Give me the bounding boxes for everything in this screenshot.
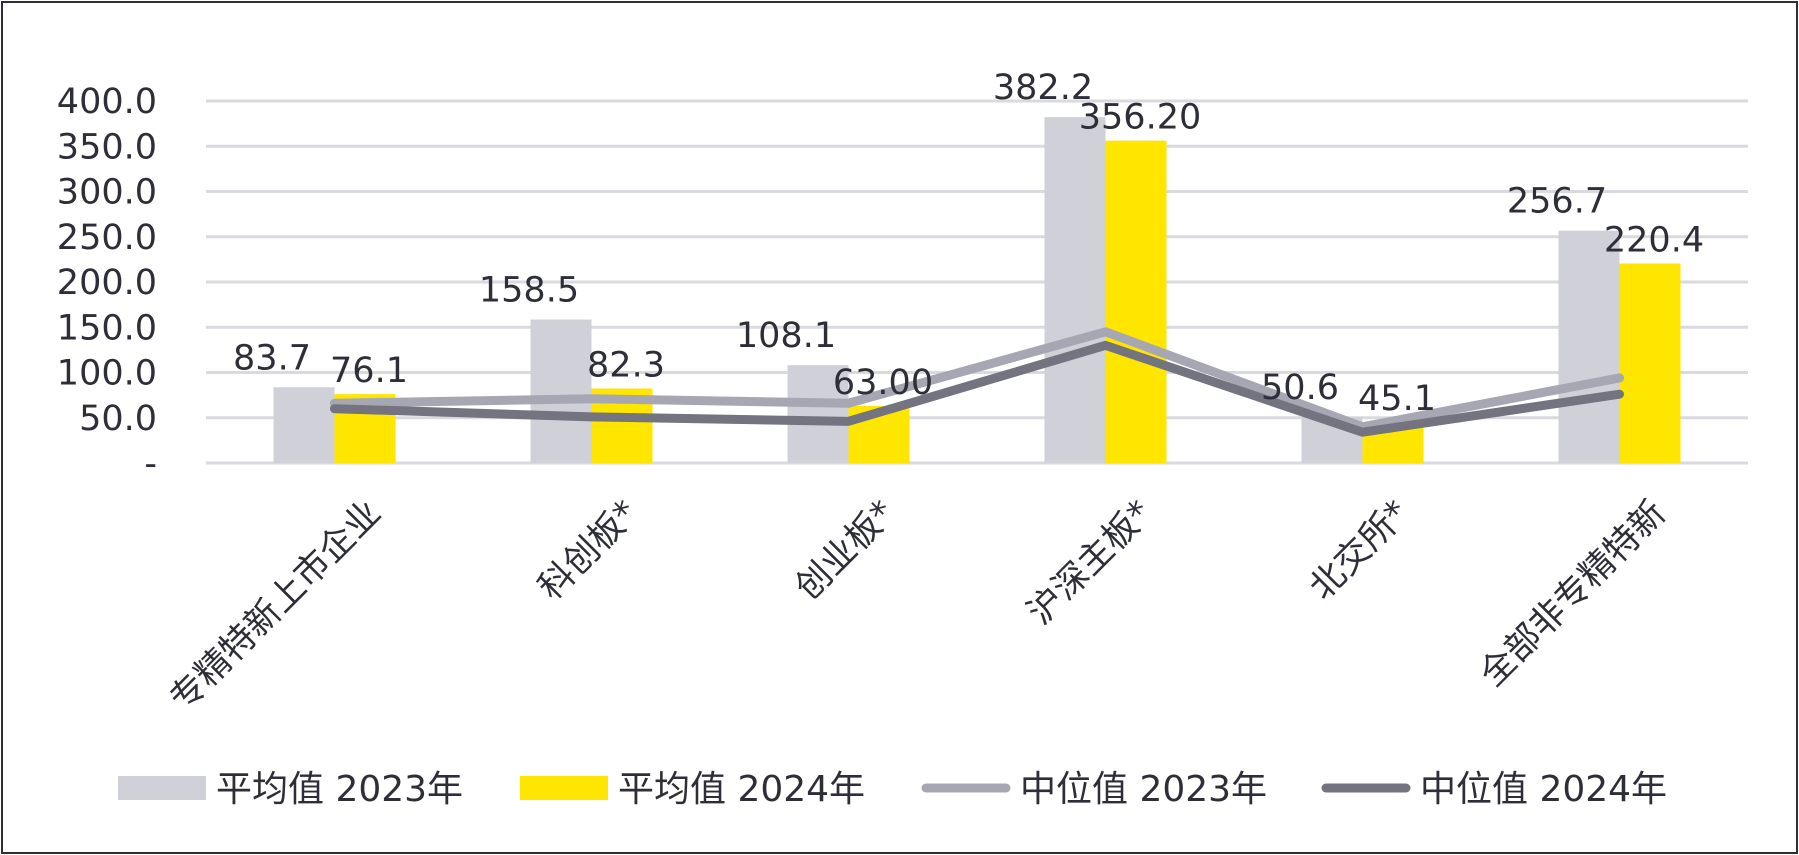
data-label: 382.2 [993, 68, 1093, 108]
x-category-label: 北交所* [1302, 493, 1417, 608]
x-category-label: 专精特新上市企业 [163, 493, 389, 719]
data-label: 76.1 [330, 351, 408, 391]
data-label: 220.4 [1604, 221, 1704, 261]
legend-swatch [520, 776, 608, 800]
legend-label: 中位值 2023年 [1020, 769, 1267, 810]
line-median-2024 [330, 340, 1624, 437]
y-tick-label: 300.0 [57, 173, 157, 213]
y-tick-label: 250.0 [57, 218, 157, 258]
y-tick-label: 150.0 [57, 308, 157, 348]
bar-avg-2024 [1105, 140, 1167, 463]
x-category-label: 沪深主板* [1020, 493, 1160, 633]
y-tick-label: 400.0 [57, 82, 157, 122]
y-tick-label: 350.0 [57, 127, 157, 167]
x-category-label: 科创板* [531, 493, 646, 608]
legend-label: 平均值 2024年 [618, 769, 865, 810]
data-label: 45.1 [1358, 379, 1436, 419]
y-tick-label: - [144, 444, 157, 484]
data-label: 50.6 [1261, 368, 1339, 408]
bar-avg-2024 [1619, 263, 1681, 463]
bar-avg-2023 [273, 387, 335, 463]
y-tick-label: 100.0 [57, 354, 157, 394]
data-label: 82.3 [587, 346, 665, 386]
data-label: 63.00 [833, 363, 933, 403]
line-median-2023 [330, 327, 1624, 432]
x-category-label: 全部非专精特新 [1472, 493, 1674, 695]
y-tick-label: 50.0 [79, 399, 157, 439]
legend-label: 中位值 2024年 [1420, 769, 1667, 810]
data-label: 108.1 [736, 316, 836, 356]
bar-avg-2023 [1558, 230, 1620, 463]
y-tick-label: 200.0 [57, 263, 157, 303]
data-label: 356.20 [1079, 98, 1201, 138]
bar-avg-2023 [787, 365, 849, 463]
bar-avg-2023 [1044, 117, 1106, 463]
data-label: 256.7 [1507, 182, 1607, 222]
data-label: 83.7 [233, 338, 311, 378]
bar-avg-2023 [530, 319, 592, 463]
x-category-label: 创业板* [788, 493, 903, 608]
legend-label: 平均值 2023年 [216, 769, 463, 810]
legend-swatch [118, 776, 206, 800]
data-label: 158.5 [479, 271, 579, 311]
